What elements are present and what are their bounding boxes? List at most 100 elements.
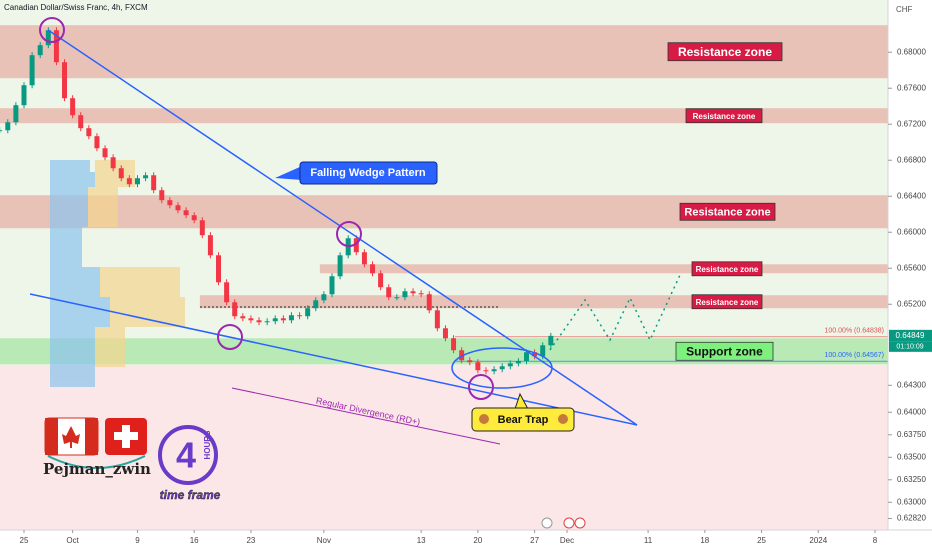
candle [21, 85, 27, 106]
profile-bar [50, 327, 95, 387]
resistance-zone [319, 264, 889, 274]
candle [5, 122, 11, 131]
candle [524, 352, 530, 362]
zone-label-box [685, 108, 763, 124]
candle [126, 178, 132, 185]
candle [248, 318, 254, 321]
candles [0, 27, 554, 375]
zone-label-box [675, 341, 774, 361]
candle [426, 294, 432, 311]
y-tick-label: 0.65200 [897, 299, 926, 308]
wedge-lower [29, 293, 638, 426]
zone-label: Resistance zone [696, 298, 759, 307]
x-tick-label: 25 [757, 536, 766, 545]
candle [272, 318, 278, 322]
fib-label: 100.00% (0.64567) [824, 352, 884, 359]
y-tick-label: 0.62820 [897, 514, 926, 523]
candle [232, 302, 238, 317]
event-icon [563, 517, 575, 529]
zone-label: Support zone [686, 344, 763, 358]
y-tick-label: 0.63000 [897, 497, 926, 506]
candle [199, 220, 205, 236]
candle [45, 30, 51, 46]
resistance-zone [0, 108, 888, 124]
candle [370, 264, 376, 274]
candle [118, 168, 124, 179]
candle [256, 320, 262, 323]
candle [151, 175, 157, 191]
candle [467, 360, 473, 363]
candle [402, 291, 408, 298]
profile-bar [95, 327, 125, 367]
x-tick-label: Nov [317, 536, 331, 545]
candle [297, 315, 303, 317]
y-tick-label: 0.64300 [897, 380, 926, 389]
zone-label: Resistance zone [693, 112, 756, 121]
candle [264, 321, 270, 323]
timeframe-unit: HOURS [203, 430, 212, 460]
logo: Pejman_zwin 4 HOURS time frame [43, 417, 221, 502]
profile-bar [50, 187, 88, 227]
candle [62, 62, 68, 99]
candle [53, 30, 59, 63]
y-tick-label: 0.68000 [897, 47, 926, 56]
candle [224, 282, 230, 303]
wedge-label: Falling Wedge Pattern [310, 167, 426, 179]
x-tick-label: 20 [473, 536, 482, 545]
candle [240, 316, 246, 319]
candle [361, 252, 367, 265]
fib-label: 100.00% (0.64838) [824, 328, 884, 335]
candle [378, 273, 384, 288]
x-tick-label: 8 [873, 536, 878, 545]
y-tick-label: 0.63250 [897, 475, 926, 484]
x-tick-label: 11 [644, 536, 653, 545]
x-tick-label: 18 [700, 536, 709, 545]
candle [532, 352, 538, 357]
zone-label-box [667, 42, 783, 62]
price-tag-label: 0.64849 [896, 331, 925, 340]
highlight-circle [336, 221, 362, 247]
highlight-circle [39, 17, 65, 43]
profile-bar [50, 267, 100, 297]
profile-bar [50, 227, 82, 267]
x-tick-label: 13 [417, 536, 426, 545]
trap-label: Bear Trap [498, 414, 549, 426]
candle [515, 361, 521, 364]
bear-icon [479, 414, 489, 424]
x-tick-label: 25 [20, 536, 29, 545]
candle [386, 287, 392, 298]
profile-bar [110, 297, 185, 327]
candle [459, 350, 465, 361]
candle [191, 215, 197, 221]
candle [499, 366, 505, 370]
candle [442, 328, 448, 339]
x-tick-label: 9 [135, 536, 140, 545]
candle [110, 157, 116, 169]
event-icon [574, 517, 586, 529]
x-tick-label: Oct [66, 536, 79, 545]
candle [94, 136, 100, 149]
candle [13, 105, 19, 123]
y-tick-label: 0.63750 [897, 430, 926, 439]
flag-part [114, 432, 138, 440]
candle [507, 363, 513, 367]
y-tick-label: 0.66000 [897, 227, 926, 236]
candle [491, 369, 497, 372]
candle [102, 148, 108, 158]
y-tick-label: 0.64000 [897, 407, 926, 416]
y-tick-label: 0.66400 [897, 191, 926, 200]
candle [159, 190, 165, 201]
profile-bar [50, 160, 90, 172]
x-tick-label: Dec [560, 536, 574, 545]
candle [167, 200, 173, 206]
wedge-upper [47, 29, 638, 426]
logo-curve [47, 455, 146, 469]
countdown: 01:10:09 [896, 344, 923, 351]
bear-icon [558, 414, 568, 424]
candle [329, 276, 335, 295]
x-tick-label: 23 [246, 536, 255, 545]
profile-bar [50, 172, 95, 187]
price-axis [888, 0, 932, 550]
candle [313, 300, 319, 309]
